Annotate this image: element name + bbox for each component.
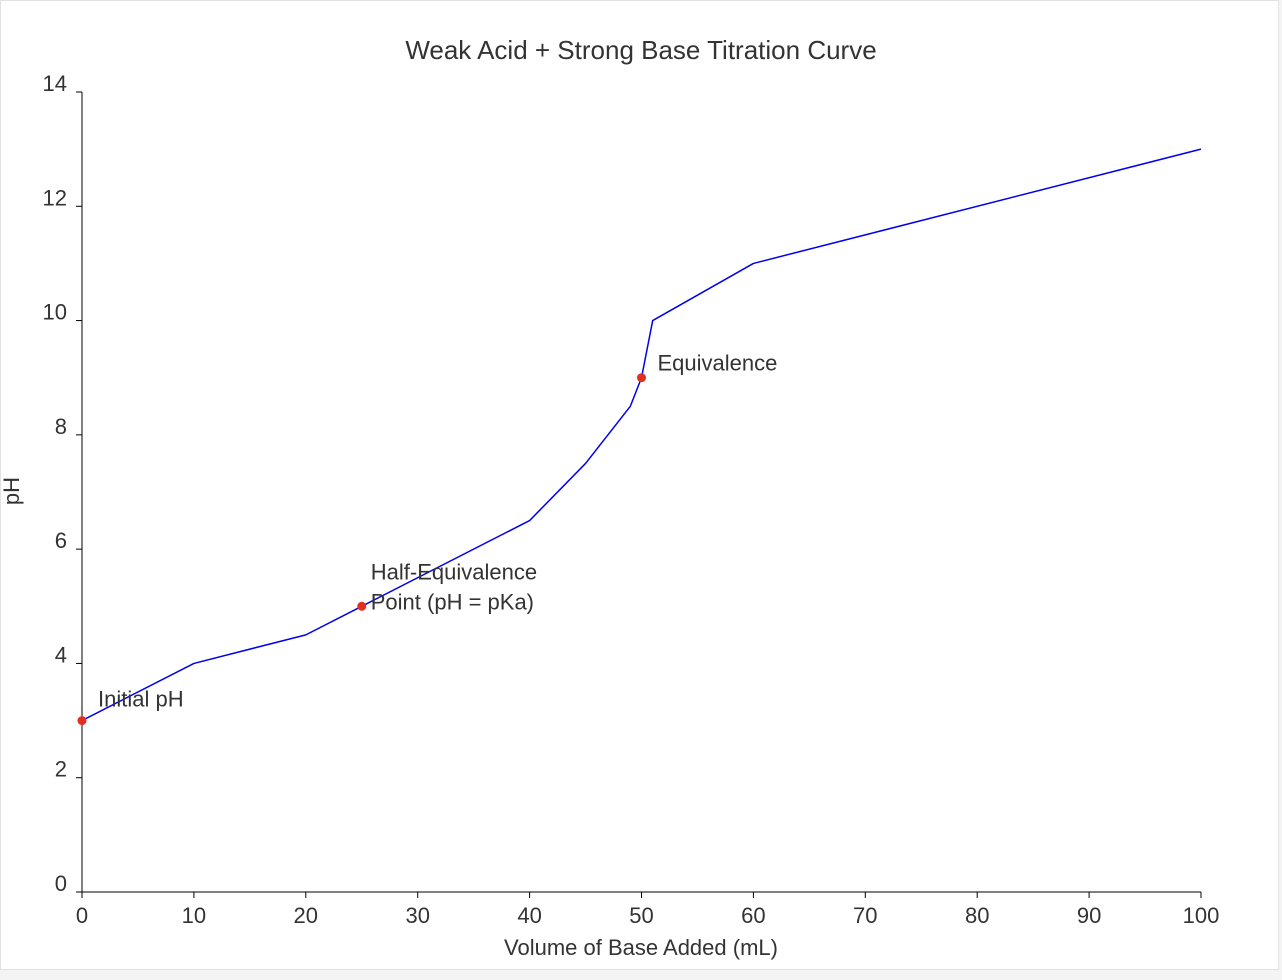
titration-curve-line bbox=[81, 148, 1202, 722]
x-tick-label: 60 bbox=[741, 903, 765, 928]
x-tick-label: 10 bbox=[182, 903, 206, 928]
annotation-line: Initial pH bbox=[98, 687, 184, 712]
data-point-marker bbox=[77, 716, 87, 726]
y-tick-label: 8 bbox=[55, 414, 67, 439]
annotation-line: Equivalence bbox=[658, 351, 778, 376]
y-tick-label: 12 bbox=[43, 185, 67, 210]
y-tick-label: 10 bbox=[43, 300, 67, 325]
x-tick-label: 50 bbox=[629, 903, 653, 928]
x-tick-label: 30 bbox=[405, 903, 429, 928]
annotation-line: Point (pH = pKa) bbox=[371, 589, 534, 614]
y-tick-label: 0 bbox=[55, 871, 67, 896]
data-point-marker bbox=[357, 601, 367, 611]
axes: 0 10 20 30 40 50 60 70 80 90 100 0 2 4 6 8 10 12 14 bbox=[43, 71, 1220, 928]
y-tick-label: 6 bbox=[55, 528, 67, 553]
series-layer bbox=[81, 148, 1202, 722]
y-tick-label: 14 bbox=[43, 71, 67, 96]
chart-title: Weak Acid + Strong Base Titration Curve bbox=[405, 35, 876, 65]
x-tick-label: 90 bbox=[1077, 903, 1101, 928]
x-tick-label: 80 bbox=[965, 903, 989, 928]
annotation-line: Half-Equivalence bbox=[371, 559, 537, 584]
y-tick-label: 4 bbox=[55, 642, 67, 667]
annotation-layer: Initial pH Half-Equivalence Point (pH = pK… bbox=[98, 351, 777, 712]
marker-layer bbox=[77, 373, 646, 726]
data-point-marker bbox=[637, 373, 646, 383]
x-tick-label: 100 bbox=[1183, 903, 1220, 928]
x-tick-label: 40 bbox=[517, 903, 541, 928]
y-axis-title: pH bbox=[1, 477, 24, 505]
annotation-half-equivalence: Half-Equivalence Point (pH = pKa) bbox=[371, 559, 537, 614]
annotation-initial-ph: Initial pH bbox=[98, 687, 184, 712]
x-tick-label: 0 bbox=[76, 903, 88, 928]
annotation-equivalence: Equivalence bbox=[658, 351, 778, 376]
y-tick-label: 2 bbox=[55, 757, 67, 782]
x-tick-label: 20 bbox=[294, 903, 318, 928]
x-tick-label: 70 bbox=[853, 903, 877, 928]
x-axis-title: Volume of Base Added (mL) bbox=[504, 935, 778, 960]
